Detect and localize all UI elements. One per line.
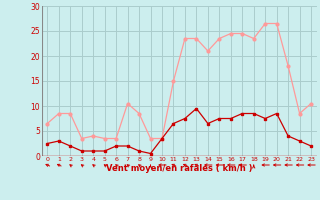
X-axis label: Vent moyen/en rafales ( km/h ): Vent moyen/en rafales ( km/h ) xyxy=(106,164,252,173)
